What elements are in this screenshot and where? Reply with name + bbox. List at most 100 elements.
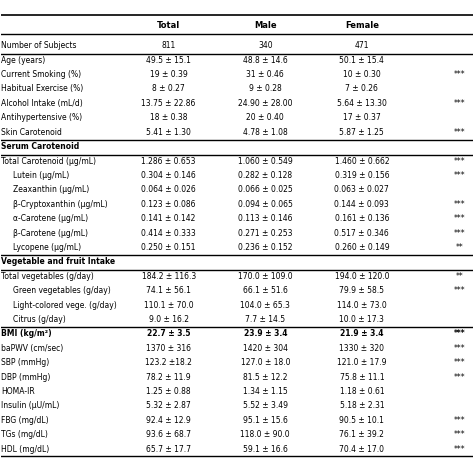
- Text: ***: ***: [454, 228, 465, 238]
- Text: 90.5 ± 10.1: 90.5 ± 10.1: [339, 416, 384, 425]
- Text: 50.1 ± 15.4: 50.1 ± 15.4: [339, 55, 384, 65]
- Text: 5.52 ± 3.49: 5.52 ± 3.49: [243, 402, 288, 411]
- Text: 95.1 ± 15.6: 95.1 ± 15.6: [243, 416, 288, 425]
- Text: 9 ± 0.28: 9 ± 0.28: [249, 84, 282, 94]
- Text: Vegetable and fruit Intake: Vegetable and fruit Intake: [1, 257, 116, 267]
- Text: HOMA-IR: HOMA-IR: [1, 387, 35, 396]
- Text: ***: ***: [454, 70, 465, 79]
- Text: Lycopene (μg/mL): Lycopene (μg/mL): [13, 243, 82, 252]
- Text: 74.1 ± 56.1: 74.1 ± 56.1: [146, 286, 191, 295]
- Text: ***: ***: [454, 157, 465, 165]
- Text: 4.78 ± 1.08: 4.78 ± 1.08: [243, 128, 288, 137]
- Text: Total vegetables (g/day): Total vegetables (g/day): [1, 272, 94, 281]
- Text: β-Cryptoxanthin (μg/mL): β-Cryptoxanthin (μg/mL): [13, 200, 108, 209]
- Text: 0.271 ± 0.253: 0.271 ± 0.253: [238, 228, 292, 238]
- Text: 0.282 ± 0.128: 0.282 ± 0.128: [238, 171, 292, 180]
- Text: FBG (mg/dL): FBG (mg/dL): [1, 416, 49, 425]
- Text: 0.064 ± 0.026: 0.064 ± 0.026: [141, 185, 196, 194]
- Text: 79.9 ± 58.5: 79.9 ± 58.5: [339, 286, 384, 295]
- Text: **: **: [456, 272, 463, 281]
- Text: Light-colored vege. (g/day): Light-colored vege. (g/day): [13, 301, 117, 309]
- Text: 0.063 ± 0.027: 0.063 ± 0.027: [335, 185, 389, 194]
- Text: 0.094 ± 0.065: 0.094 ± 0.065: [238, 200, 293, 209]
- Text: 0.144 ± 0.093: 0.144 ± 0.093: [335, 200, 389, 209]
- Text: β-Carotene (μg/mL): β-Carotene (μg/mL): [13, 228, 88, 238]
- Text: α-Carotene (μg/mL): α-Carotene (μg/mL): [13, 214, 88, 223]
- Text: 5.64 ± 13.30: 5.64 ± 13.30: [337, 99, 387, 108]
- Text: 65.7 ± 17.7: 65.7 ± 17.7: [146, 445, 191, 454]
- Text: Zeaxanthin (μg/mL): Zeaxanthin (μg/mL): [13, 185, 90, 194]
- Text: 170.0 ± 109.0: 170.0 ± 109.0: [238, 272, 292, 281]
- Text: 1.286 ± 0.653: 1.286 ± 0.653: [141, 157, 196, 165]
- Text: 48.8 ± 14.6: 48.8 ± 14.6: [243, 55, 288, 65]
- Text: 5.41 ± 1.30: 5.41 ± 1.30: [146, 128, 191, 137]
- Text: 340: 340: [258, 41, 273, 50]
- Text: 0.113 ± 0.146: 0.113 ± 0.146: [238, 214, 292, 223]
- Text: Male: Male: [254, 21, 277, 30]
- Text: 0.161 ± 0.136: 0.161 ± 0.136: [335, 214, 389, 223]
- Text: Serum Carotenoid: Serum Carotenoid: [1, 142, 80, 151]
- Text: 5.18 ± 2.31: 5.18 ± 2.31: [339, 402, 384, 411]
- Text: 471: 471: [355, 41, 369, 50]
- Text: 0.414 ± 0.333: 0.414 ± 0.333: [141, 228, 196, 238]
- Text: 1420 ± 304: 1420 ± 304: [243, 344, 288, 353]
- Text: 22.7 ± 3.5: 22.7 ± 3.5: [147, 329, 191, 338]
- Text: 70.4 ± 17.0: 70.4 ± 17.0: [339, 445, 384, 454]
- Text: 0.236 ± 0.152: 0.236 ± 0.152: [238, 243, 292, 252]
- Text: 76.1 ± 39.2: 76.1 ± 39.2: [339, 430, 384, 439]
- Text: 5.32 ± 2.87: 5.32 ± 2.87: [146, 402, 191, 411]
- Text: 123.2 ±18.2: 123.2 ±18.2: [145, 358, 192, 367]
- Text: Number of Subjects: Number of Subjects: [1, 41, 77, 50]
- Text: Total Carotenoid (μg/mL): Total Carotenoid (μg/mL): [1, 157, 96, 165]
- Text: Citrus (g/day): Citrus (g/day): [13, 315, 66, 324]
- Text: Skin Carotenoid: Skin Carotenoid: [1, 128, 62, 137]
- Text: Habitual Exercise (%): Habitual Exercise (%): [1, 84, 83, 94]
- Text: 1.18 ± 0.61: 1.18 ± 0.61: [339, 387, 384, 396]
- Text: 1.34 ± 1.15: 1.34 ± 1.15: [243, 387, 288, 396]
- Text: 0.304 ± 0.146: 0.304 ± 0.146: [141, 171, 196, 180]
- Text: Lutein (μg/mL): Lutein (μg/mL): [13, 171, 69, 180]
- Text: 0.260 ± 0.149: 0.260 ± 0.149: [335, 243, 389, 252]
- Text: ***: ***: [454, 286, 465, 295]
- Text: ***: ***: [454, 171, 465, 180]
- Text: Current Smoking (%): Current Smoking (%): [1, 70, 82, 79]
- Text: 8 ± 0.27: 8 ± 0.27: [152, 84, 185, 94]
- Text: 10.0 ± 17.3: 10.0 ± 17.3: [339, 315, 384, 324]
- Text: 78.2 ± 11.9: 78.2 ± 11.9: [146, 373, 191, 382]
- Text: 18 ± 0.38: 18 ± 0.38: [150, 113, 187, 122]
- Text: 811: 811: [162, 41, 176, 50]
- Text: 5.87 ± 1.25: 5.87 ± 1.25: [339, 128, 384, 137]
- Text: 59.1 ± 16.6: 59.1 ± 16.6: [243, 445, 288, 454]
- Text: TGs (mg/dL): TGs (mg/dL): [1, 430, 48, 439]
- Text: 75.8 ± 11.1: 75.8 ± 11.1: [339, 373, 384, 382]
- Text: ***: ***: [454, 358, 465, 367]
- Text: HDL (mg/dL): HDL (mg/dL): [1, 445, 50, 454]
- Text: ***: ***: [454, 200, 465, 209]
- Text: 1.460 ± 0.662: 1.460 ± 0.662: [335, 157, 389, 165]
- Text: Antihypertensive (%): Antihypertensive (%): [1, 113, 82, 122]
- Text: 31 ± 0.46: 31 ± 0.46: [246, 70, 284, 79]
- Text: Insulin (μU/mL): Insulin (μU/mL): [1, 402, 60, 411]
- Text: 104.0 ± 65.3: 104.0 ± 65.3: [240, 301, 290, 309]
- Text: ***: ***: [454, 329, 465, 338]
- Text: ***: ***: [454, 430, 465, 439]
- Text: 0.123 ± 0.086: 0.123 ± 0.086: [141, 200, 196, 209]
- Text: **: **: [456, 243, 463, 252]
- Text: 1.25 ± 0.88: 1.25 ± 0.88: [146, 387, 191, 396]
- Text: ***: ***: [454, 128, 465, 137]
- Text: SBP (mmHg): SBP (mmHg): [1, 358, 50, 367]
- Text: 0.517 ± 0.346: 0.517 ± 0.346: [335, 228, 389, 238]
- Text: 10 ± 0.30: 10 ± 0.30: [343, 70, 381, 79]
- Text: baPWV (cm/sec): baPWV (cm/sec): [1, 344, 64, 353]
- Text: 1370 ± 316: 1370 ± 316: [146, 344, 191, 353]
- Text: 7.7 ± 14.5: 7.7 ± 14.5: [245, 315, 285, 324]
- Text: Total: Total: [157, 21, 180, 30]
- Text: 20 ± 0.40: 20 ± 0.40: [246, 113, 284, 122]
- Text: ***: ***: [454, 214, 465, 223]
- Text: 21.9 ± 3.4: 21.9 ± 3.4: [340, 329, 383, 338]
- Text: 9.0 ± 16.2: 9.0 ± 16.2: [149, 315, 189, 324]
- Text: 110.1 ± 70.0: 110.1 ± 70.0: [144, 301, 193, 309]
- Text: 0.319 ± 0.156: 0.319 ± 0.156: [335, 171, 389, 180]
- Text: 13.75 ± 22.86: 13.75 ± 22.86: [141, 99, 196, 108]
- Text: 1330 ± 320: 1330 ± 320: [339, 344, 384, 353]
